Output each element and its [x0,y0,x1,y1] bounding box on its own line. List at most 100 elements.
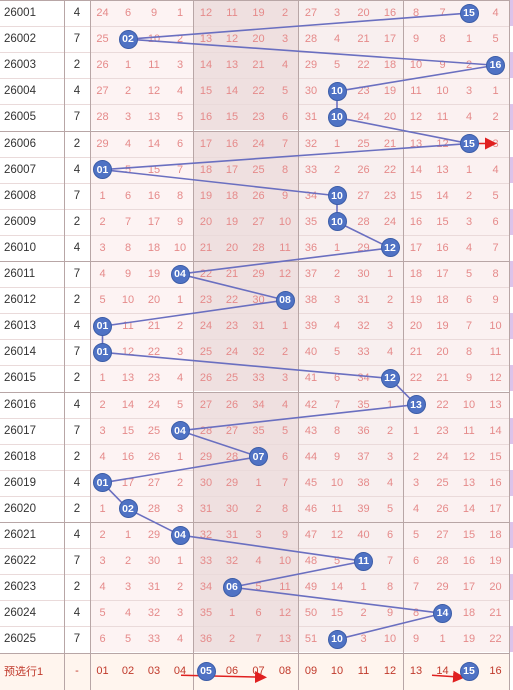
forecast-cell[interactable]: 06 [219,652,245,690]
forecast-cell[interactable]: 16 [482,652,509,690]
number-cell: 29 [298,52,324,79]
number-cell: 3 [115,104,141,131]
forecast-cell[interactable]: 13 [403,652,429,690]
side-marker [509,261,513,288]
number-cell: 5 [403,522,429,549]
number-cell: 38 [298,287,324,314]
number-cell: 30 [219,495,245,522]
number-cell: 18 [456,600,482,627]
row-divider [0,600,509,602]
forecast-cell[interactable]: 01 [90,652,115,690]
number-cell: 19 [193,182,219,209]
number-cell: 17 [403,234,429,261]
sum-cell: 4 [73,398,81,411]
forecast-cell[interactable]: 03 [141,652,167,690]
side-marker [509,600,513,627]
sum-cell: 4 [73,7,81,20]
number-cell: 16 [403,208,429,235]
sum-cell: 7 [73,424,81,437]
number-cell: 14 [193,52,219,79]
number-cell: 21 [350,26,377,53]
side-marker [509,548,513,575]
number-cell: 25 [429,469,456,496]
forecast-selected-ball[interactable]: 05 [196,661,216,681]
number-cell: 8 [377,574,403,601]
drawn-number-ball: 10 [327,107,347,127]
number-cell: 5 [324,52,350,79]
number-cell: 1 [167,443,193,470]
forecast-cell[interactable]: 02 [115,652,141,690]
number-cell: 22 [141,339,167,366]
forecast-cell[interactable]: 12 [377,652,403,690]
number-cell: 19 [245,0,272,27]
number-cell: 30 [141,548,167,575]
side-marker [509,339,513,366]
number-cell: 6 [456,287,482,314]
number-cell: 26 [90,52,115,79]
number-cell: 21 [193,234,219,261]
forecast-cell[interactable]: 10 [324,652,350,690]
period-cell: 26004 [0,78,64,105]
number-cell: 9 [403,626,429,653]
number-cell: 31 [245,313,272,340]
number-cell: 33 [193,548,219,575]
number-cell: 3 [167,600,193,627]
number-cell: 8 [324,417,350,444]
forecast-selected-ball[interactable]: 15 [459,661,479,681]
number-cell: 4 [115,130,141,157]
number-cell: 23 [377,182,403,209]
number-cell: 15 [403,182,429,209]
forecast-cell[interactable]: 09 [298,652,324,690]
period-cell: 26012 [0,287,64,314]
trend-segment [179,534,364,562]
number-cell: 24 [350,104,377,131]
number-cell: 18 [482,522,509,549]
forecast-cell[interactable]: 14 [429,652,456,690]
number-cell: 1 [115,522,141,549]
number-cell: 27 [350,182,377,209]
number-cell: 10 [456,391,482,418]
number-cell: 15 [193,78,219,105]
number-cell: 24 [429,443,456,470]
number-cell: 9 [456,365,482,392]
number-cell: 14 [219,78,245,105]
period-cell: 26021 [0,522,64,549]
number-cell: 14 [324,574,350,601]
number-cell: 5 [456,261,482,288]
number-cell: 33 [245,365,272,392]
number-cell: 10 [324,469,350,496]
forecast-cell[interactable]: 08 [272,652,298,690]
number-cell: 1 [167,0,193,27]
period-cell: 26018 [0,443,64,470]
number-cell: 6 [90,626,115,653]
number-cell: 11 [272,234,298,261]
number-cell: 5 [90,600,115,627]
row-divider [0,391,509,393]
number-cell: 16 [141,182,167,209]
row-divider [0,26,509,28]
number-cell: 26 [350,156,377,183]
number-cell: 4 [482,0,509,27]
forecast-cell[interactable]: 04 [167,652,193,690]
number-cell: 16 [193,104,219,131]
trend-segment [127,38,496,67]
number-cell: 27 [298,0,324,27]
number-cell: 26 [193,365,219,392]
number-cell: 9 [272,522,298,549]
column-group-divider [403,0,404,690]
number-cell: 4 [377,339,403,366]
number-cell: 36 [193,626,219,653]
forecast-cell[interactable]: 11 [350,652,377,690]
number-cell: 23 [245,104,272,131]
number-cell: 2 [115,548,141,575]
drawn-number-ball: 10 [327,629,347,649]
number-cell: 19 [429,313,456,340]
number-cell: 24 [193,313,219,340]
number-cell: 27 [193,391,219,418]
number-cell: 6 [272,443,298,470]
period-cell: 26002 [0,26,64,53]
number-cell: 20 [403,313,429,340]
number-cell: 10 [115,287,141,314]
